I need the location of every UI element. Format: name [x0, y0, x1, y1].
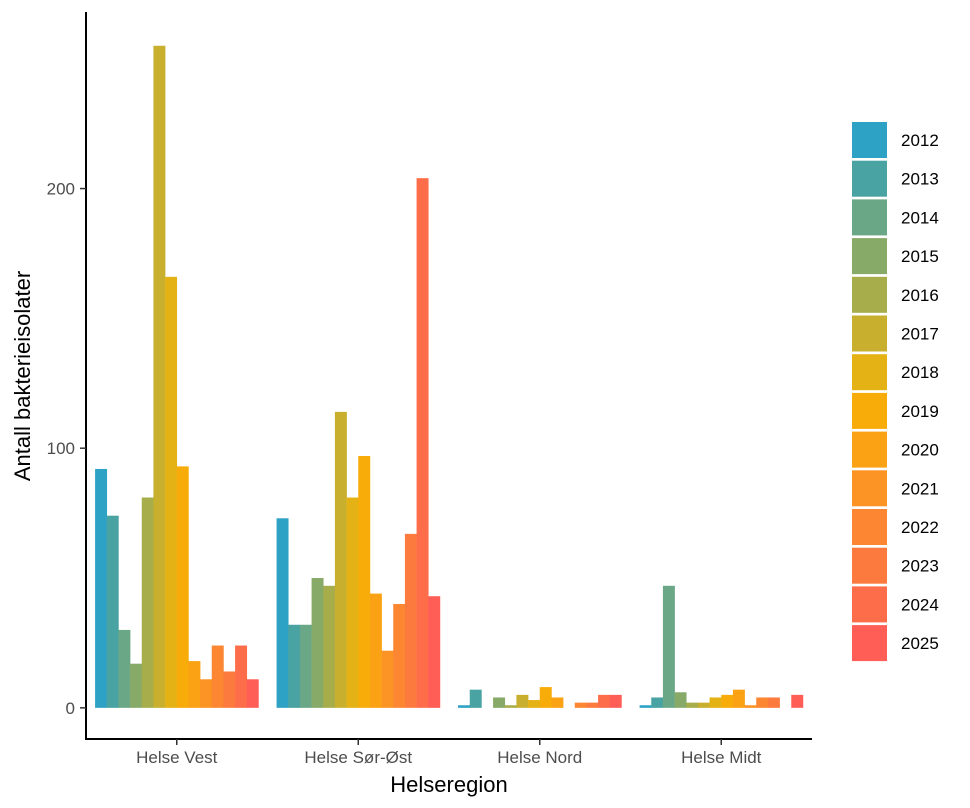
bar-2024-helse-vest [235, 645, 248, 708]
bar-2019-helse-vest [176, 466, 189, 708]
x-tick-label: Helse Vest [136, 748, 218, 767]
legend-label-2017: 2017 [901, 325, 939, 344]
legend-label-2022: 2022 [901, 518, 939, 537]
bar-2021-helse-sør-øst [381, 650, 394, 708]
bar-2015-helse-sør-øst [311, 578, 324, 708]
bar-2012-helse-vest [95, 468, 108, 708]
x-axis-title: Helseregion [390, 772, 507, 797]
y-tick-label: 200 [47, 180, 75, 199]
bar-2013-helse-vest [106, 515, 119, 708]
bar-2018-helse-nord [528, 700, 541, 708]
bar-2020-helse-nord [551, 697, 564, 708]
legend-label-2016: 2016 [901, 286, 939, 305]
y-tick-label: 100 [47, 439, 75, 458]
x-tick-label: Helse Sør-Øst [304, 748, 412, 767]
bar-2022-helse-midt [756, 697, 769, 708]
legend-label-2012: 2012 [901, 131, 939, 150]
legend-label-2023: 2023 [901, 557, 939, 576]
bar-2025-helse-midt [791, 694, 804, 708]
legend-swatch-2021 [852, 470, 887, 507]
bar-2017-helse-sør-øst [334, 411, 347, 708]
bar-2012-helse-nord [458, 705, 471, 708]
bar-2019-helse-midt [721, 694, 734, 708]
bar-2022-helse-vest [211, 645, 224, 708]
bar-2024-helse-nord [598, 694, 611, 708]
bar-2019-helse-nord [539, 687, 552, 708]
bar-2014-helse-midt [662, 585, 675, 708]
bar-2022-helse-sør-øst [393, 603, 406, 708]
bar-2020-helse-midt [732, 689, 745, 708]
bar-2016-helse-vest [141, 497, 154, 708]
bar-2023-helse-midt [767, 697, 780, 708]
bar-2012-helse-midt [639, 705, 652, 708]
legend-label-2015: 2015 [901, 247, 939, 266]
bar-2016-helse-sør-øst [323, 585, 336, 708]
legend-label-2021: 2021 [901, 479, 939, 498]
y-tick-label: 0 [66, 699, 75, 718]
bar-2017-helse-vest [153, 45, 166, 708]
bar-2018-helse-vest [165, 276, 178, 708]
bar-2022-helse-nord [574, 702, 587, 708]
bar-2024-helse-sør-øst [416, 178, 429, 708]
bar-2017-helse-nord [516, 694, 529, 708]
bar-2021-helse-vest [200, 679, 213, 708]
bar-2013-helse-nord [469, 689, 482, 708]
bar-2023-helse-sør-øst [404, 533, 417, 708]
bar-2015-helse-midt [674, 692, 687, 708]
bar-2017-helse-midt [697, 702, 710, 708]
legend-swatch-2013 [852, 160, 887, 197]
bar-2025-helse-nord [609, 694, 622, 708]
legend-swatch-2025 [852, 625, 887, 662]
y-axis-title: Antall bakterieisolater [10, 271, 35, 481]
legend-label-2024: 2024 [901, 595, 939, 614]
bar-2018-helse-sør-øst [346, 497, 359, 708]
legend-swatch-2018 [852, 354, 887, 391]
bar-2023-helse-nord [586, 702, 599, 708]
legend-swatch-2015 [852, 238, 887, 275]
bar-2019-helse-sør-øst [358, 455, 371, 708]
legend-label-2013: 2013 [901, 170, 939, 189]
y-ticks: 0 100 200 [47, 180, 86, 718]
legend-swatch-2023 [852, 547, 887, 584]
legend-swatch-2020 [852, 431, 887, 468]
x-tick-label: Helse Nord [497, 748, 582, 767]
legend-swatch-2024 [852, 586, 887, 623]
bar-2023-helse-vest [223, 671, 236, 708]
x-tick-label: Helse Midt [681, 748, 762, 767]
bar-2014-helse-sør-øst [299, 624, 312, 708]
bar-2021-helse-midt [744, 705, 757, 708]
legend-swatch-2022 [852, 509, 887, 545]
bar-2025-helse-sør-øst [428, 596, 441, 708]
bar-2015-helse-vest [130, 663, 143, 708]
bar-2013-helse-sør-øst [288, 624, 301, 708]
legend-swatch-2016 [852, 276, 887, 313]
legend-label-2014: 2014 [901, 208, 939, 227]
legend-label-2020: 2020 [901, 441, 939, 460]
legend-label-2019: 2019 [901, 402, 939, 421]
bars [95, 45, 804, 708]
bar-2016-helse-midt [686, 702, 699, 708]
bar-2025-helse-vest [246, 679, 259, 708]
bar-2012-helse-sør-øst [276, 518, 289, 708]
legend-swatch-2014 [852, 199, 887, 236]
bar-2015-helse-nord [493, 697, 506, 708]
bar-2018-helse-midt [709, 697, 722, 708]
legend-swatch-2012 [852, 122, 887, 158]
bar-2020-helse-sør-øst [369, 593, 382, 708]
bar-2013-helse-midt [651, 697, 664, 708]
legend-label-2025: 2025 [901, 634, 939, 653]
legend-swatch-2017 [852, 315, 887, 352]
legend-label-2018: 2018 [901, 363, 939, 382]
x-ticks: Helse Vest Helse Sør-Øst Helse Nord Helse M… [136, 739, 762, 767]
bar-2014-helse-vest [118, 629, 131, 708]
legend: 2012 2013 2014 2015 2016 2017 2018 2019 2020 2021… [852, 122, 939, 662]
bar-2020-helse-vest [188, 661, 201, 708]
legend-swatch-2019 [852, 392, 887, 429]
bar-2016-helse-nord [504, 705, 517, 708]
